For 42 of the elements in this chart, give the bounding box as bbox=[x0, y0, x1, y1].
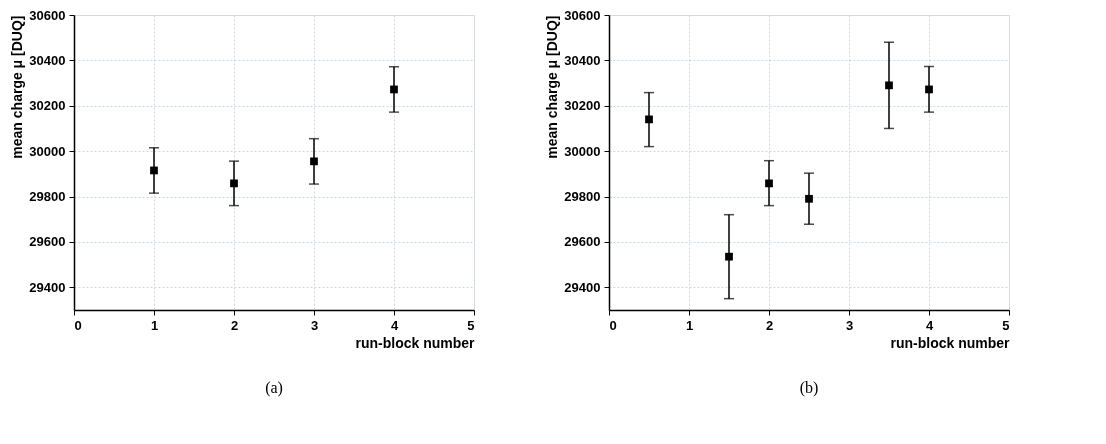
x-tick-label: 4 bbox=[925, 317, 934, 333]
x-tick-label: 2 bbox=[230, 317, 239, 333]
y-tick-label: 29400 bbox=[564, 279, 601, 295]
y-tick-label: 30200 bbox=[564, 98, 601, 114]
x-tick-label: 3 bbox=[845, 317, 854, 333]
point bbox=[805, 194, 813, 203]
y-axis-title: mean charge μ [DUQ] bbox=[544, 15, 561, 159]
x-axis-title: run-block number bbox=[355, 334, 476, 351]
x-tick-label: 3 bbox=[310, 317, 319, 333]
point bbox=[765, 179, 773, 188]
y-tick-label: 29400 bbox=[29, 279, 66, 295]
x-tick-label: 1 bbox=[150, 317, 159, 333]
y-tick-label: 30400 bbox=[564, 52, 601, 68]
y-tick-label: 30600 bbox=[564, 7, 601, 23]
x-tick-label: 1 bbox=[685, 317, 694, 333]
y-tick-label: 30000 bbox=[29, 143, 66, 159]
x-tick-label: 0 bbox=[609, 317, 617, 333]
x-tick-label: 5 bbox=[1002, 317, 1010, 333]
x-tick-label: 4 bbox=[390, 317, 399, 333]
y-tick-label: 30400 bbox=[29, 52, 66, 68]
x-tick-label: 0 bbox=[74, 317, 82, 333]
point bbox=[925, 85, 933, 94]
point bbox=[885, 81, 893, 90]
point bbox=[390, 85, 398, 94]
x-axis-title: run-block number bbox=[890, 334, 1011, 351]
point bbox=[150, 166, 158, 175]
x-tick-label: 2 bbox=[765, 317, 774, 333]
y-tick-label: 29800 bbox=[564, 189, 601, 205]
text: (a) bbox=[265, 379, 283, 397]
y-tick-label: 29800 bbox=[29, 189, 66, 205]
y-axis-title: mean charge μ [DUQ] bbox=[9, 15, 26, 159]
y-tick-label: 30000 bbox=[564, 143, 601, 159]
point bbox=[645, 115, 653, 124]
point bbox=[310, 157, 318, 166]
y-tick-label: 30600 bbox=[29, 7, 66, 23]
x-tick-label: 5 bbox=[467, 317, 475, 333]
point bbox=[725, 252, 733, 261]
y-tick-label: 29600 bbox=[564, 234, 601, 250]
y-tick-label: 29600 bbox=[29, 234, 66, 250]
y-tick-label: 30200 bbox=[29, 98, 66, 114]
point bbox=[230, 179, 238, 188]
text: (b) bbox=[799, 379, 819, 397]
